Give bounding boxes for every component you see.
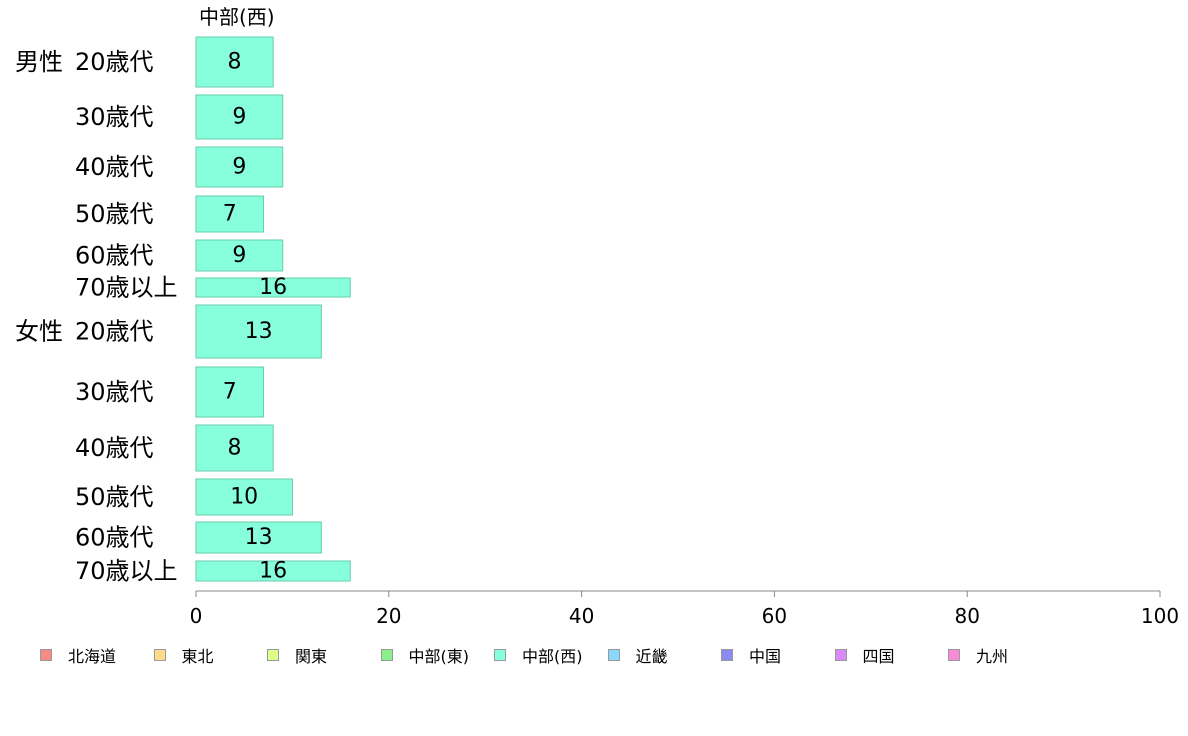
bar: [195, 195, 264, 233]
x-tick-label: 20: [376, 604, 401, 628]
x-tick-label: 40: [569, 604, 594, 628]
legend-swatch: [607, 649, 620, 661]
x-tick-label: 60: [762, 604, 787, 628]
category-label: 30歳代: [75, 103, 154, 131]
group-label: 男性: [15, 48, 63, 76]
bar: [195, 277, 351, 298]
x-tick-label: 80: [954, 604, 979, 628]
legend-label: 九州: [976, 647, 1009, 666]
legend-label: 中国: [749, 647, 782, 666]
legend-label: 四国: [862, 647, 895, 666]
legend-swatch: [380, 649, 393, 661]
bar: [195, 560, 351, 582]
legend-swatch: [494, 649, 506, 661]
bar-chart: 中部(西) 8 男性 20歳代 9 30歳代 9 40歳代 7 50歳代 9 60歳代 16 70歳以上 1…: [15, 5, 1179, 628]
data-label: 10: [230, 485, 258, 510]
legend-label: 北海道: [68, 647, 117, 666]
legend-swatch: [834, 649, 847, 661]
data-label: 9: [232, 105, 246, 130]
legend: 北海道 東北 関東 中部(東) 中部(西) 近畿 中国 四国 九州: [40, 643, 1062, 667]
category-label: 50歳代: [75, 483, 154, 511]
data-label: 8: [228, 50, 242, 75]
data-label: 16: [259, 275, 287, 300]
category-label: 30歳代: [75, 378, 154, 406]
category-label: 60歳代: [75, 524, 154, 552]
legend-item: 北海道: [40, 643, 154, 667]
bar: [195, 36, 274, 88]
legend-item: 中国: [721, 643, 835, 667]
legend-swatch: [153, 649, 166, 661]
bar: [195, 521, 322, 554]
legend-label: 近畿: [635, 647, 668, 666]
data-label: 9: [232, 155, 246, 180]
group-label: 女性: [15, 318, 63, 346]
legend-item: 東北: [153, 643, 268, 667]
legend-label: 中部(東): [408, 647, 470, 666]
data-label: 8: [228, 436, 242, 461]
legend-item: 中部(西): [494, 643, 608, 667]
data-label: 13: [245, 319, 273, 344]
category-label: 20歳代: [75, 318, 154, 346]
category-label: 50歳代: [75, 200, 154, 228]
legend-label: 関東: [295, 647, 328, 666]
data-label: 16: [259, 559, 287, 584]
legend-swatch: [948, 649, 960, 661]
category-label: 60歳代: [75, 242, 154, 270]
bar: [195, 146, 284, 188]
bar: [195, 239, 284, 272]
legend-item: 関東: [267, 643, 381, 667]
data-label: 7: [223, 380, 237, 405]
legend-swatch: [721, 649, 733, 661]
legend-item: 九州: [948, 643, 1062, 667]
legend-item: 四国: [834, 643, 949, 667]
legend-item: 中部(東): [380, 643, 495, 667]
bar: [195, 94, 284, 140]
category-label: 70歳以上: [75, 274, 178, 302]
x-tick-label: 0: [190, 604, 203, 628]
bar: [195, 366, 264, 418]
x-tick-label: 100: [1141, 604, 1179, 628]
legend-swatch: [40, 649, 52, 661]
legend-label: 中部(西): [522, 647, 583, 666]
category-label: 40歳代: [75, 153, 154, 181]
legend-label: 東北: [181, 647, 214, 666]
series-name-label: 中部(西): [199, 5, 275, 29]
category-label: 40歳代: [75, 434, 154, 462]
bar: [195, 304, 322, 359]
data-label: 13: [245, 525, 273, 550]
category-label: 70歳以上: [75, 557, 178, 585]
legend-swatch: [267, 649, 279, 661]
category-label: 20歳代: [75, 48, 154, 76]
data-label: 9: [232, 243, 246, 268]
bar: [195, 424, 274, 472]
bar: [195, 478, 293, 516]
legend-item: 近畿: [607, 643, 722, 667]
data-label: 7: [223, 202, 237, 227]
